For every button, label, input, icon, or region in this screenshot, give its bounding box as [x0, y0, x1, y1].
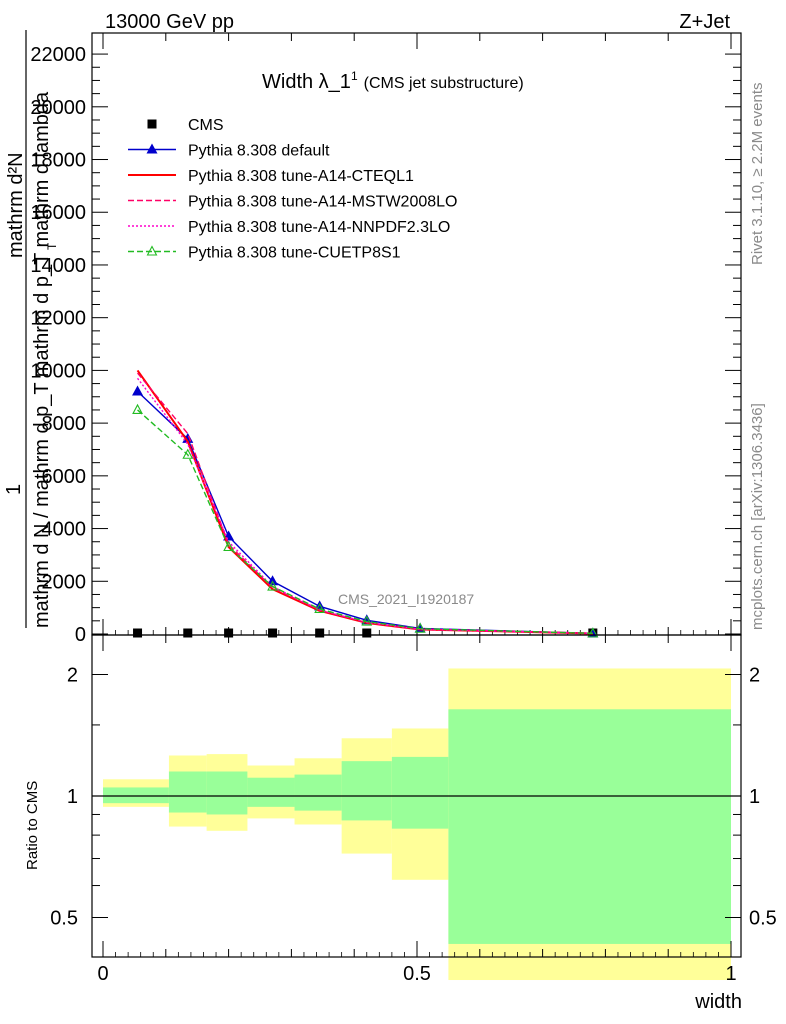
main-ytick-label-7: 14000	[30, 255, 86, 277]
series-5-point-6	[414, 622, 426, 633]
ratio-inner-band-7	[448, 709, 731, 944]
chart-title: Width λ_11 (CMS jet substructure)	[262, 69, 524, 93]
header-left: 13000 GeV pp	[105, 11, 234, 33]
watermark: CMS_2021_I1920187	[338, 591, 474, 607]
x-axis-label: width	[694, 991, 742, 1013]
series-0	[133, 628, 598, 638]
series-1-point-0	[132, 385, 144, 396]
main-plot: 0 2000 4000 6000 8000 10000 12000 14000 16000 180…	[30, 32, 742, 646]
ratio-inner-band-5	[341, 761, 392, 821]
series-line-3	[137, 372, 593, 635]
ratio-inner-band-2	[206, 771, 248, 815]
legend-label-2: Pythia 8.308 tune-A14-CTEQL1	[188, 168, 414, 185]
ratio-inner-band-6	[391, 756, 449, 829]
ratio-ytick-label-right-2: 2	[749, 665, 760, 687]
series-5-point-7	[587, 627, 599, 638]
legend-label-4: Pythia 8.308 tune-A14-NNPDF2.3LO	[188, 219, 450, 236]
legend-marker-0	[147, 119, 157, 129]
ratio-ytick-label-left-2: 2	[67, 665, 78, 687]
legend-entry-0: CMS	[147, 117, 224, 134]
main-ytick-label-4: 8000	[42, 413, 87, 435]
chart-subtitle: (CMS jet substructure)	[364, 75, 524, 92]
legend: CMS Pythia 8.308 default Pythia 8.308 tune…	[128, 117, 457, 262]
series-0-point-0	[133, 628, 143, 638]
legend-marker-1	[146, 143, 158, 154]
series-5-point-4	[314, 602, 326, 614]
ratio-ytick-label-left-0: 0.5	[50, 908, 78, 930]
series-5-point-3	[267, 580, 278, 591]
main-ylabel-bottom: mathrm d N / mathrm d p_T mathrm d p_T m…	[31, 91, 53, 628]
series-3	[137, 372, 593, 635]
legend-marker-5	[146, 245, 158, 256]
ratio-ytick-label-right-0: 0.5	[749, 908, 777, 930]
main-ytick-label-3: 6000	[42, 466, 87, 488]
legend-entry-3: Pythia 8.308 tune-A14-MSTW2008LO	[128, 194, 457, 211]
series-line-5	[137, 409, 593, 635]
series-5-point-5	[361, 615, 373, 626]
series-5-point-0	[132, 403, 143, 414]
main-ytick-label-8: 16000	[30, 202, 86, 224]
main-ytick-label-11: 22000	[30, 44, 86, 66]
legend-label-3: Pythia 8.308 tune-A14-MSTW2008LO	[188, 194, 457, 211]
ratio-xtick-label-2: 1	[725, 963, 736, 985]
ratio-xtick-label-1: 0.5	[403, 963, 431, 985]
series-0-point-3	[268, 628, 278, 638]
main-ytick-label-2: 4000	[42, 519, 87, 541]
ratio-xtick-label-0: 0	[97, 963, 108, 985]
main-ytick-label-9: 18000	[30, 150, 86, 172]
legend-entry-5: Pythia 8.308 tune-CUETP8S1	[128, 245, 401, 262]
ratio-inner-band-1	[168, 771, 207, 813]
series-5-point-2	[223, 540, 235, 552]
series-0-point-4	[315, 628, 325, 638]
main-ylabel-top: mathrm d²N	[5, 152, 27, 258]
series-0-point-2	[224, 628, 234, 638]
mcplots-label: mcplots.cern.ch [arXiv:1306.3436]	[749, 403, 766, 630]
ratio-ytick-label-left-1: 1	[67, 786, 78, 808]
legend-entry-1: Pythia 8.308 default	[128, 143, 330, 160]
rivet-label: Rivet 3.1.10, ≥ 2.2M events	[749, 83, 766, 266]
main-ytick-label-10: 20000	[30, 97, 86, 119]
legend-label-5: Pythia 8.308 tune-CUETP8S1	[188, 245, 401, 262]
ratio-plot: 0 0.5 1 0.5 0.5 1 1 2 2	[50, 634, 777, 985]
series-5-point-1	[182, 448, 194, 459]
chart-title-main: Width λ_1	[262, 71, 351, 93]
ratio-ytick-label-right-1: 1	[749, 786, 760, 808]
ratio-ylabel: Ratio to CMS	[24, 781, 41, 870]
ratio-inner-band-0	[103, 787, 169, 804]
series-0-point-1	[183, 628, 193, 638]
main-ytick-label-6: 12000	[30, 308, 86, 330]
ratio-inner-band-3	[247, 777, 295, 807]
series-0-point-5	[362, 628, 372, 638]
series-5	[132, 403, 599, 638]
header-right: Z+Jet	[679, 11, 730, 33]
legend-entry-2: Pythia 8.308 tune-A14-CTEQL1	[128, 168, 414, 185]
main-ylabel: mathrm d²N 1 mathrm d N / mathrm d p_T m…	[3, 30, 59, 628]
main-ytick-label-0: 0	[75, 624, 86, 646]
legend-label-0: CMS	[188, 117, 224, 134]
legend-entry-4: Pythia 8.308 tune-A14-NNPDF2.3LO	[128, 219, 450, 236]
ratio-inner-band-4	[294, 774, 342, 811]
main-ylabel-num: 1	[3, 484, 25, 495]
series-1-point-3	[267, 575, 279, 586]
main-ylabel-sub: T	[45, 242, 59, 250]
main-ytick-label-1: 2000	[42, 571, 87, 593]
chart-title-sup: 1	[351, 69, 358, 83]
legend-label-1: Pythia 8.308 default	[188, 143, 330, 160]
main-ytick-label-5: 10000	[30, 360, 86, 382]
